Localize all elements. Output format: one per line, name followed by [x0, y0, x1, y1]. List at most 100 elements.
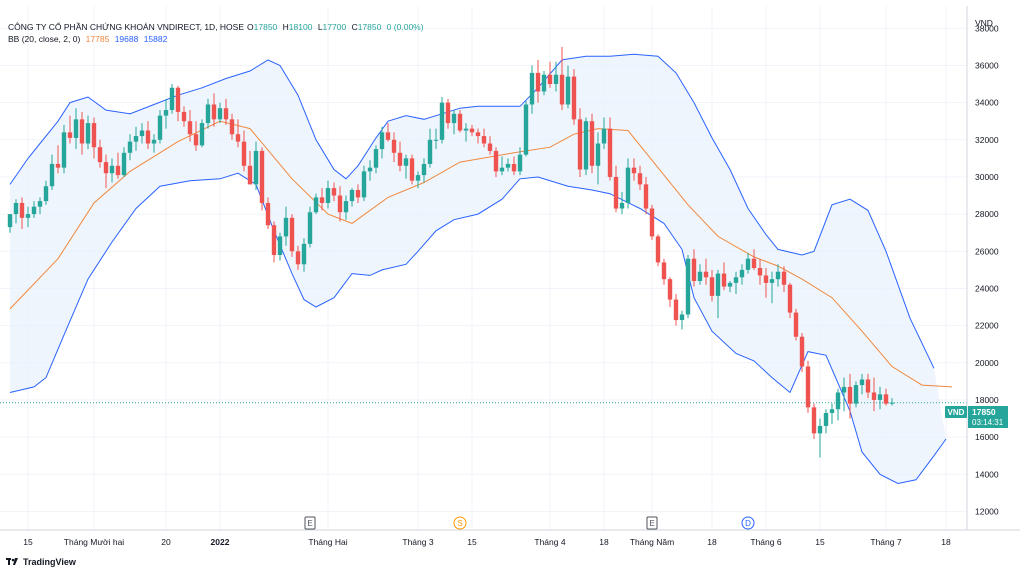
- candle: [445, 98, 451, 129]
- candle-body: [319, 197, 325, 203]
- candle-body: [505, 163, 511, 168]
- candle-body: [877, 394, 883, 400]
- candle: [139, 123, 145, 144]
- x-tick-label: 15: [815, 537, 825, 547]
- candle-body: [889, 402, 895, 404]
- candle-body: [163, 110, 169, 116]
- y-tick-label: 32000: [975, 135, 999, 145]
- price-tag-bg: [968, 406, 1008, 428]
- candle: [109, 158, 115, 183]
- event-marker[interactable]: D: [741, 516, 755, 530]
- candle-body: [73, 119, 79, 138]
- price-axis-unit: VND: [975, 18, 993, 28]
- candle: [529, 65, 535, 114]
- candle: [73, 108, 79, 150]
- candle: [535, 59, 541, 103]
- x-tick-label: 15: [23, 537, 33, 547]
- candle-body: [547, 74, 553, 85]
- x-tick-label: 15: [467, 537, 477, 547]
- candle-body: [67, 132, 73, 138]
- x-tick-label: Tháng 4: [534, 537, 565, 547]
- candle: [31, 201, 37, 218]
- price-axis[interactable]: 12000 14000 16000 18000 20000 22000 24000 26000…: [975, 23, 999, 516]
- candle: [373, 145, 379, 174]
- candle-body: [79, 119, 85, 144]
- candle-body: [673, 299, 679, 321]
- candle: [853, 381, 859, 408]
- candle-body: [85, 123, 91, 144]
- candle-body: [403, 158, 409, 166]
- candle: [361, 165, 367, 202]
- indicator-title[interactable]: BB (20, close, 2, 0): [8, 34, 81, 44]
- candle-body: [829, 409, 835, 413]
- event-marker[interactable]: S: [453, 516, 467, 530]
- earnings-marker-icon: [304, 516, 316, 530]
- symbol-legend[interactable]: CÔNG TY CỔ PHẦN CHỨNG KHOÁN VNDIRECT, 1D…: [8, 22, 427, 32]
- candle-body: [151, 139, 157, 144]
- candle-body: [751, 258, 757, 268]
- candle-body: [691, 258, 697, 282]
- candle: [619, 191, 625, 215]
- candle-body: [247, 165, 253, 185]
- brand[interactable]: TradingView: [6, 557, 76, 567]
- bollinger-upper-line: [9, 53, 935, 369]
- event-label: S: [457, 519, 462, 528]
- split-marker-icon: [453, 516, 467, 530]
- event-marker[interactable]: E: [646, 516, 658, 530]
- candle: [67, 115, 73, 144]
- candle: [487, 136, 493, 155]
- x-tick-label: Tháng Mười hai: [64, 537, 125, 547]
- candle-body: [457, 113, 463, 131]
- candle: [271, 221, 277, 263]
- candle-body: [727, 282, 733, 287]
- symbol-title[interactable]: CÔNG TY CỔ PHẦN CHỨNG KHOÁN VNDIRECT, 1D…: [8, 22, 245, 32]
- candle-body: [175, 87, 181, 112]
- candle-body: [139, 130, 145, 137]
- candle: [667, 277, 673, 308]
- candle: [871, 377, 877, 412]
- candle-body: [367, 167, 373, 172]
- candle: [97, 139, 103, 168]
- bb-lower-value: 15882: [143, 34, 168, 44]
- candle-body: [127, 141, 133, 153]
- candle: [457, 110, 463, 133]
- candle-body: [337, 195, 343, 213]
- candle-body: [37, 201, 43, 207]
- candle-body: [61, 132, 67, 168]
- candle: [571, 69, 577, 125]
- candle-body: [781, 271, 787, 285]
- candle: [661, 258, 667, 285]
- candle-body: [511, 163, 517, 172]
- candle: [337, 186, 343, 222]
- candle: [13, 199, 19, 224]
- currency-tag-bg: [945, 406, 967, 418]
- candle: [799, 333, 805, 373]
- candle: [25, 206, 31, 228]
- candle: [331, 182, 337, 202]
- bb-basis-value: 17785: [85, 34, 110, 44]
- candle-body: [331, 188, 337, 196]
- time-axis[interactable]: 15 Tháng Mười hai 20 2022 Tháng Hai Tháng 3 15…: [23, 537, 951, 547]
- candle: [865, 373, 871, 399]
- high-label: H: [282, 22, 289, 32]
- candle-body: [595, 143, 601, 166]
- candle-body: [271, 225, 277, 255]
- candle: [193, 121, 199, 151]
- indicator-legend[interactable]: BB (20, close, 2, 0) 17785 19688 15882: [8, 34, 170, 44]
- candle-body: [655, 236, 661, 263]
- candle: [889, 398, 895, 406]
- event-marker[interactable]: E: [304, 516, 316, 530]
- candle-body: [343, 201, 349, 213]
- candle-body: [217, 108, 223, 120]
- candle: [643, 176, 649, 215]
- candle-body: [541, 74, 547, 92]
- candle-body: [775, 271, 781, 280]
- candle-body: [397, 152, 403, 166]
- candle: [655, 234, 661, 267]
- earnings-marker-icon: [646, 516, 658, 530]
- event-label: E: [307, 519, 312, 528]
- y-tick-label: 24000: [975, 283, 999, 293]
- candle: [547, 61, 553, 88]
